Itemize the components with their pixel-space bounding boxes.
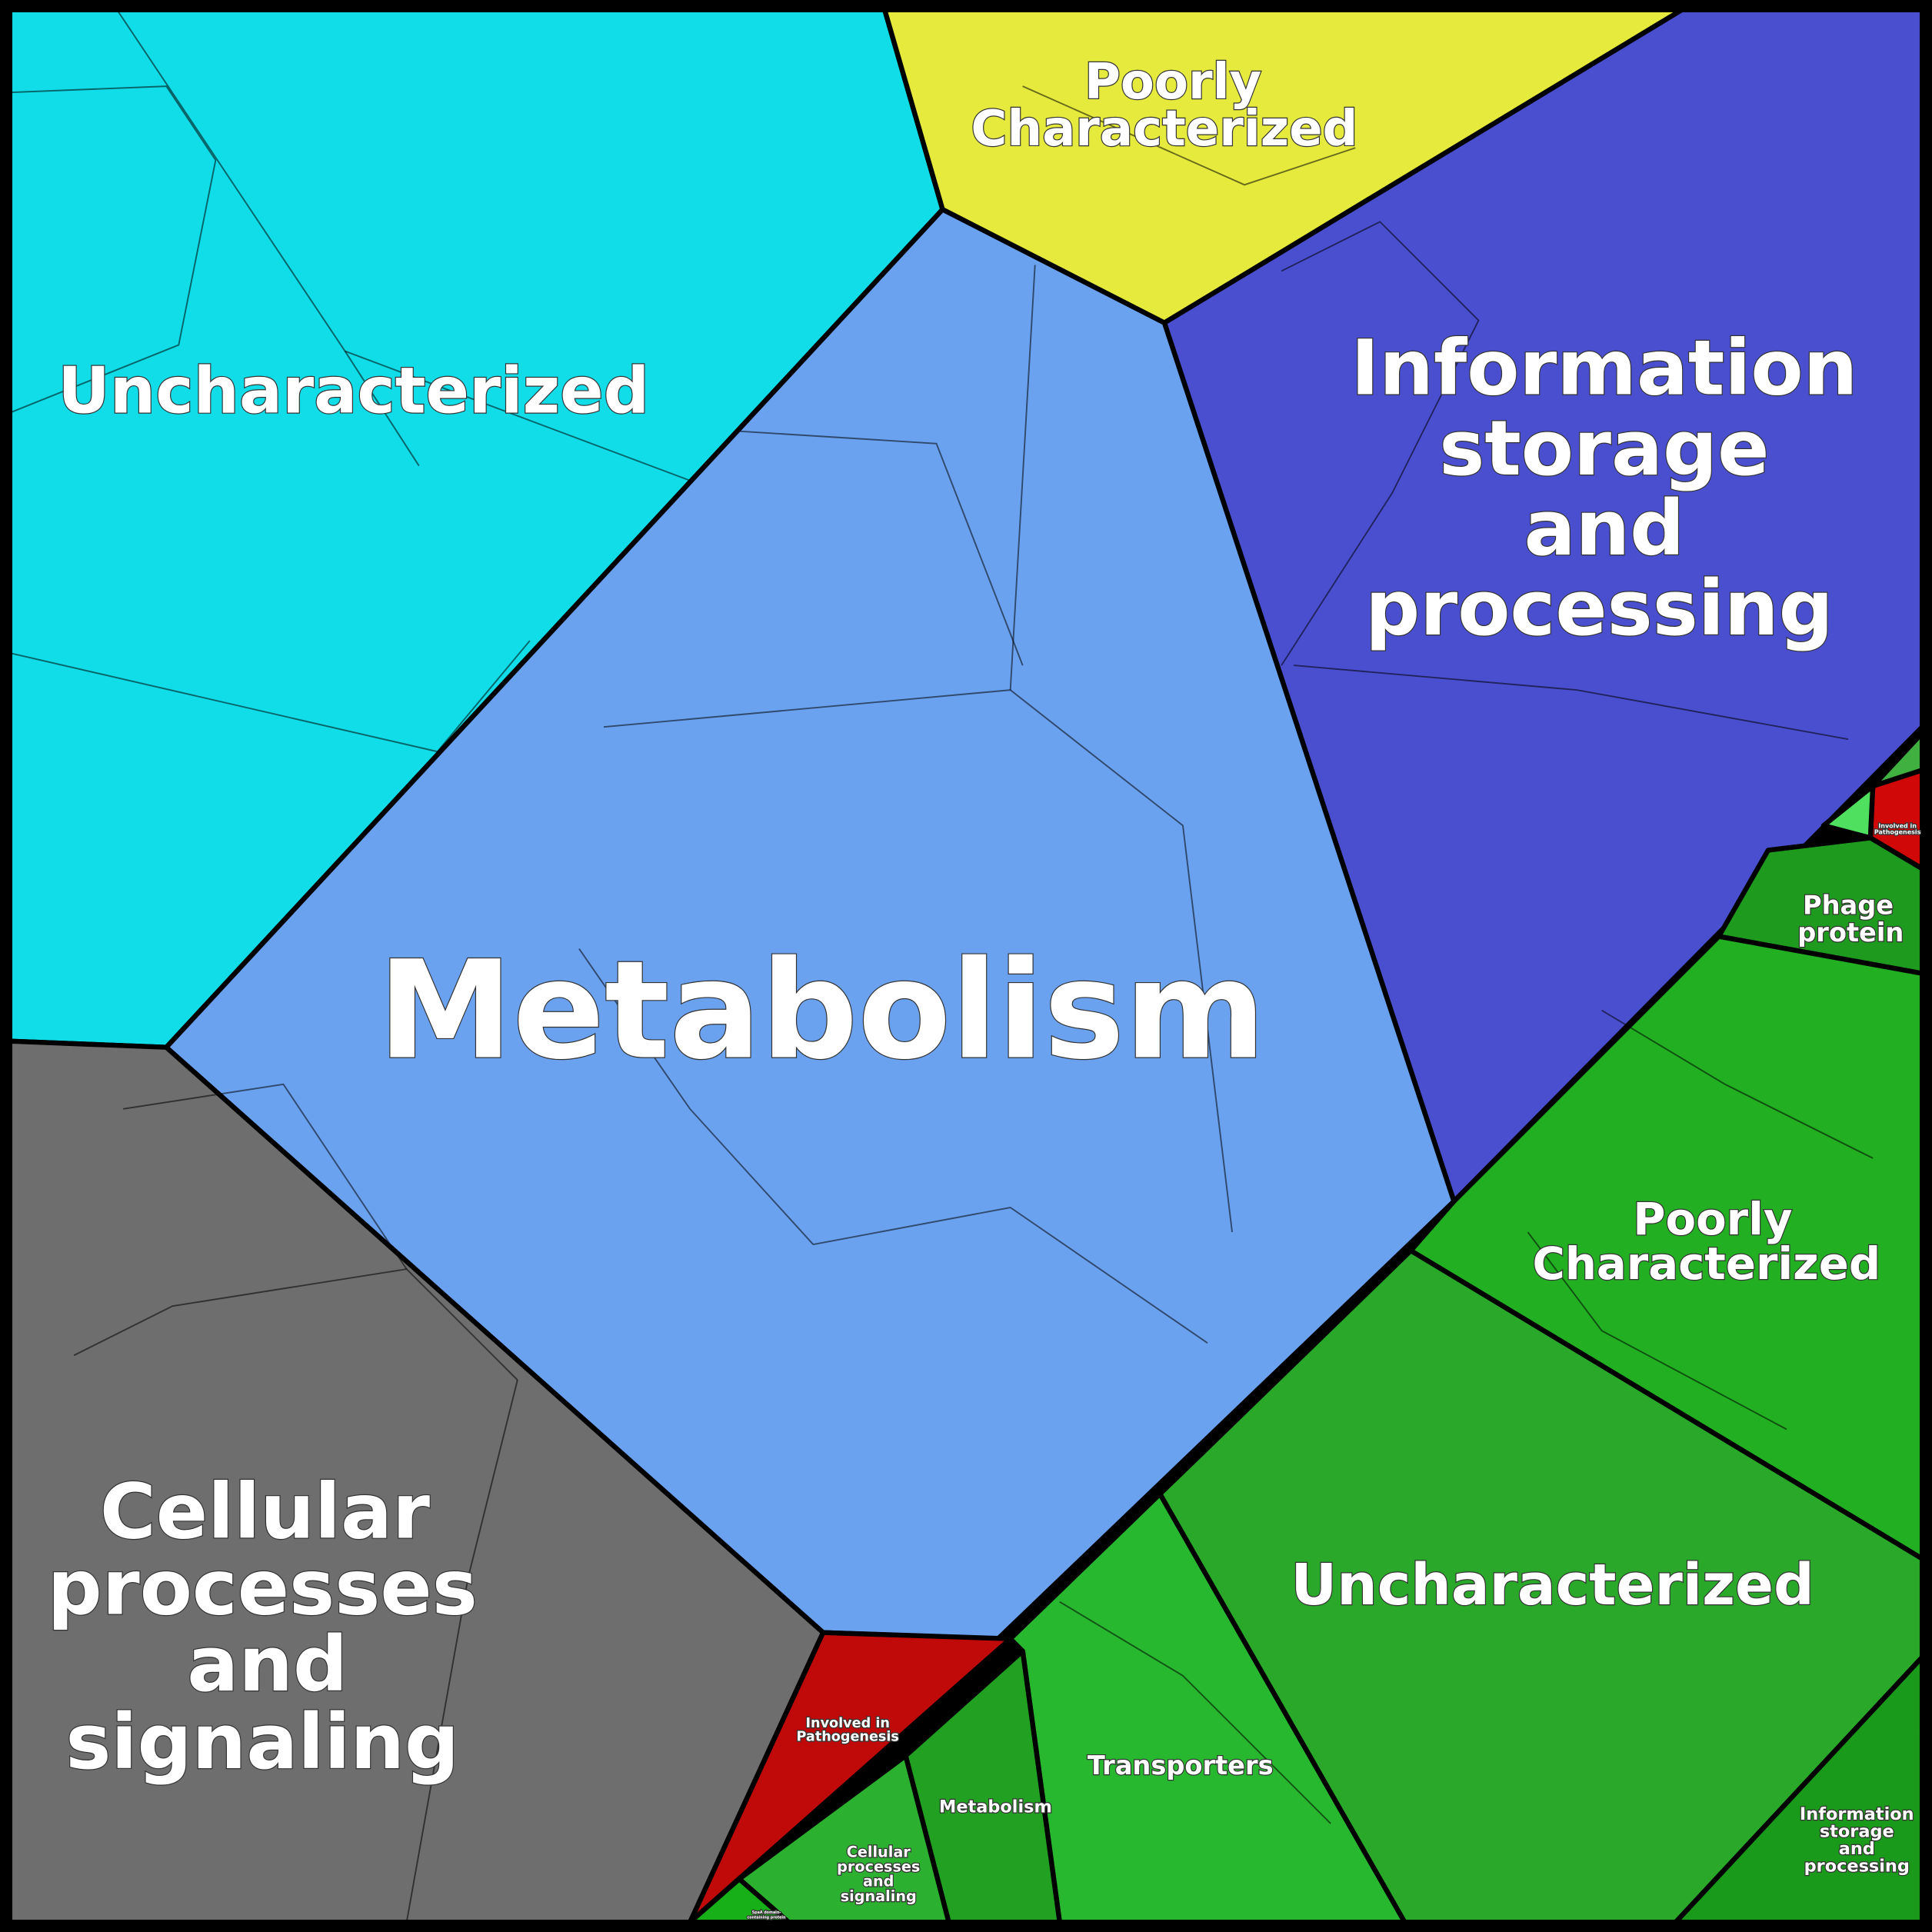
green-label-information-1: Information <box>1800 1804 1914 1824</box>
region-pathogenesis[interactable] <box>687 1630 1013 1925</box>
green-label-cellular-4: signaling <box>841 1887 917 1905</box>
green-label-phage-2: protein <box>1797 918 1904 948</box>
cell-boundaries <box>9 9 1874 1923</box>
green-label-cellular-1: Cellular <box>847 1843 911 1860</box>
label-information-3: and <box>1524 485 1684 573</box>
green-label-pathogenesis-1: Involved in <box>1878 823 1917 830</box>
green-label-phage-1: Phage <box>1803 891 1894 921</box>
green-region-phage[interactable] <box>1716 835 1925 976</box>
green-label-information-3: and <box>1839 1839 1875 1859</box>
green-label-uncharacterized: Uncharacterized <box>1291 1553 1814 1618</box>
label-poorly-2: Characterized <box>971 101 1357 158</box>
green-region-information[interactable] <box>1673 1654 1925 1925</box>
green-label-poorly-2: Characterized <box>1533 1237 1881 1290</box>
green-label-spaa-1: SpaA domain- <box>752 1910 781 1915</box>
label-information-4: processing <box>1365 565 1834 653</box>
label-poorly-1: Poorly <box>1084 54 1261 111</box>
label-information-2: storage <box>1439 405 1769 493</box>
label-pathogenesis-1: Involved in <box>805 1716 889 1731</box>
green-label-metabolism: Metabolism <box>939 1797 1052 1817</box>
green-label-poorly-1: Poorly <box>1633 1193 1792 1245</box>
green-label-spaa-2: containing protein <box>747 1915 786 1920</box>
green-label-information-4: processing <box>1804 1857 1910 1877</box>
label-pathogenesis-2: Pathogenesis <box>797 1730 899 1745</box>
label-cellular-2: processes <box>48 1544 478 1633</box>
label-uncharacterized: Uncharacterized <box>58 354 649 428</box>
label-cellular-4: signaling <box>65 1698 459 1787</box>
green-region-spaa[interactable] <box>687 1876 791 1925</box>
label-information-1: Information <box>1351 325 1857 413</box>
green-label-information-2: storage <box>1820 1822 1894 1842</box>
green-region-poorly-characterized[interactable] <box>1408 934 1925 1561</box>
label-cellular-1: Cellular <box>100 1467 430 1556</box>
label-metabolism: Metabolism <box>378 931 1266 1090</box>
green-label-pathogenesis-2: Pathogenesis <box>1874 829 1921 836</box>
label-cellular-3: and <box>187 1621 348 1709</box>
green-label-cellular-3: and <box>863 1873 894 1890</box>
green-label-cellular-2: processes <box>837 1858 920 1876</box>
green-region-small[interactable] <box>1820 783 1876 841</box>
green-label-transporters: Transporters <box>1088 1750 1274 1780</box>
green-region-small-2[interactable] <box>1870 731 1925 789</box>
